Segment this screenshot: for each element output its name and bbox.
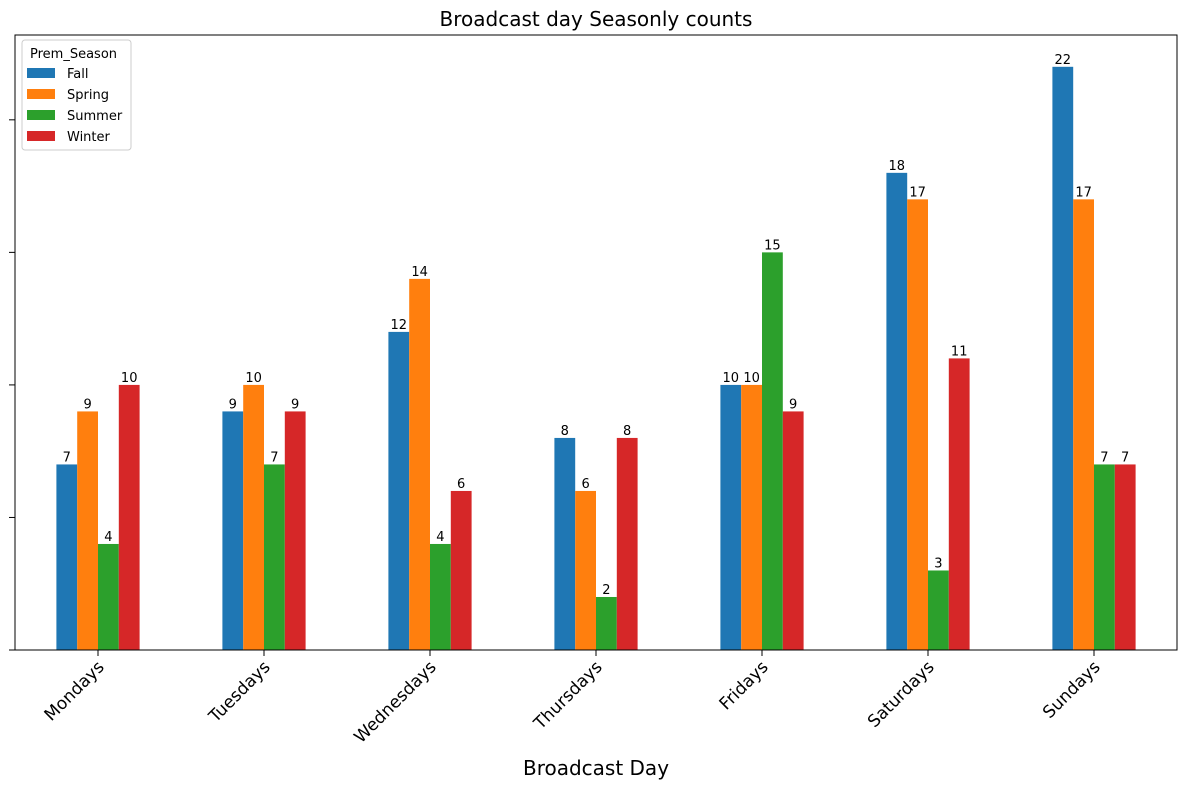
data-label: 9 — [229, 397, 237, 412]
legend-label-fall: Fall — [67, 67, 88, 82]
bar-spring-fridays — [741, 384, 762, 650]
bar-spring-sundays — [1073, 199, 1094, 650]
data-label: 17 — [909, 185, 926, 200]
bar-fall-tuesdays — [222, 411, 244, 650]
data-label: 14 — [411, 265, 428, 280]
bar-summer-wednesdays — [430, 543, 451, 650]
data-label: 6 — [457, 477, 465, 492]
x-tick-label: Thursdays — [530, 657, 607, 734]
data-label: 10 — [743, 371, 760, 386]
bar-spring-tuesdays — [243, 384, 264, 650]
data-label: 6 — [581, 477, 589, 492]
legend-box — [21, 39, 132, 151]
legend-title: Prem_Season — [30, 47, 117, 62]
bar-summer-thursdays — [596, 596, 617, 650]
data-label: 9 — [83, 397, 91, 412]
chart-title: Broadcast day Seasonly counts — [440, 7, 753, 31]
bar-fall-wednesdays — [388, 331, 410, 650]
data-label: 7 — [63, 450, 71, 465]
data-label: 7 — [270, 450, 278, 465]
legend-swatch-fall — [27, 68, 55, 78]
plot-area: 7 9 12 8 10 18 22 9 10 14 6 10 17 17 4 7 4 2 15 3 7 10 9 6 8 9 11 7… — [9, 34, 1178, 747]
bar-winter-saturdays — [948, 358, 970, 650]
bar-winter-tuesdays — [284, 411, 306, 650]
bar-summer-fridays — [762, 252, 783, 650]
data-label: 7 — [1121, 450, 1129, 465]
legend-label-spring: Spring — [67, 88, 109, 103]
data-label: 3 — [934, 556, 942, 571]
x-axis-label: Broadcast Day — [523, 756, 669, 780]
bar-spring-wednesdays — [409, 278, 430, 650]
data-label: 8 — [623, 424, 631, 439]
bar-spring-mondays — [77, 411, 98, 650]
x-tick-label: Wednesdays — [351, 657, 441, 747]
x-tick-label: Sundays — [1039, 657, 1104, 722]
data-label: 4 — [436, 530, 444, 545]
bar-fall-thursdays — [554, 437, 576, 650]
legend-label-summer: Summer — [67, 109, 123, 124]
data-label: 10 — [723, 371, 740, 386]
bar-summer-saturdays — [928, 570, 949, 650]
bar-summer-tuesdays — [264, 464, 285, 650]
data-label: 9 — [789, 397, 797, 412]
data-label: 4 — [104, 530, 112, 545]
data-label: 2 — [602, 583, 610, 598]
bar-winter-sundays — [1114, 464, 1136, 650]
data-label: 15 — [764, 238, 781, 253]
data-label: 17 — [1075, 185, 1092, 200]
bar-winter-fridays — [782, 411, 804, 650]
data-label: 22 — [1055, 53, 1072, 68]
legend-swatch-winter — [27, 131, 55, 141]
bar-winter-wednesdays — [450, 490, 472, 650]
bar-summer-sundays — [1094, 464, 1115, 650]
data-label: 11 — [951, 344, 968, 359]
data-label: 18 — [889, 159, 906, 174]
bar-spring-saturdays — [907, 199, 928, 650]
bar-summer-mondays — [98, 543, 119, 650]
legend: Prem_Season Fall Spring Summer Winter — [21, 39, 132, 151]
legend-swatch-summer — [27, 110, 55, 120]
bar-fall-mondays — [56, 464, 78, 650]
bar-spring-thursdays — [575, 490, 596, 650]
legend-label-winter: Winter — [67, 130, 111, 145]
bar-winter-mondays — [118, 384, 140, 650]
data-label: 7 — [1100, 450, 1108, 465]
plot-frame — [14, 34, 1178, 651]
legend-swatch-spring — [27, 89, 55, 99]
bar-fall-sundays — [1052, 66, 1074, 650]
data-label: 12 — [391, 318, 408, 333]
data-label: 10 — [245, 371, 262, 386]
x-tick-label: Tuesdays — [205, 657, 275, 727]
data-label: 9 — [291, 397, 299, 412]
bar-fall-fridays — [720, 384, 742, 650]
x-tick-label: Fridays — [716, 657, 773, 714]
data-label: 10 — [121, 371, 138, 386]
bar-winter-thursdays — [616, 437, 638, 650]
x-tick-label: Saturdays — [864, 657, 939, 732]
bar-fall-saturdays — [886, 172, 908, 650]
x-tick-label: Mondays — [41, 657, 109, 725]
data-label: 8 — [561, 424, 569, 439]
